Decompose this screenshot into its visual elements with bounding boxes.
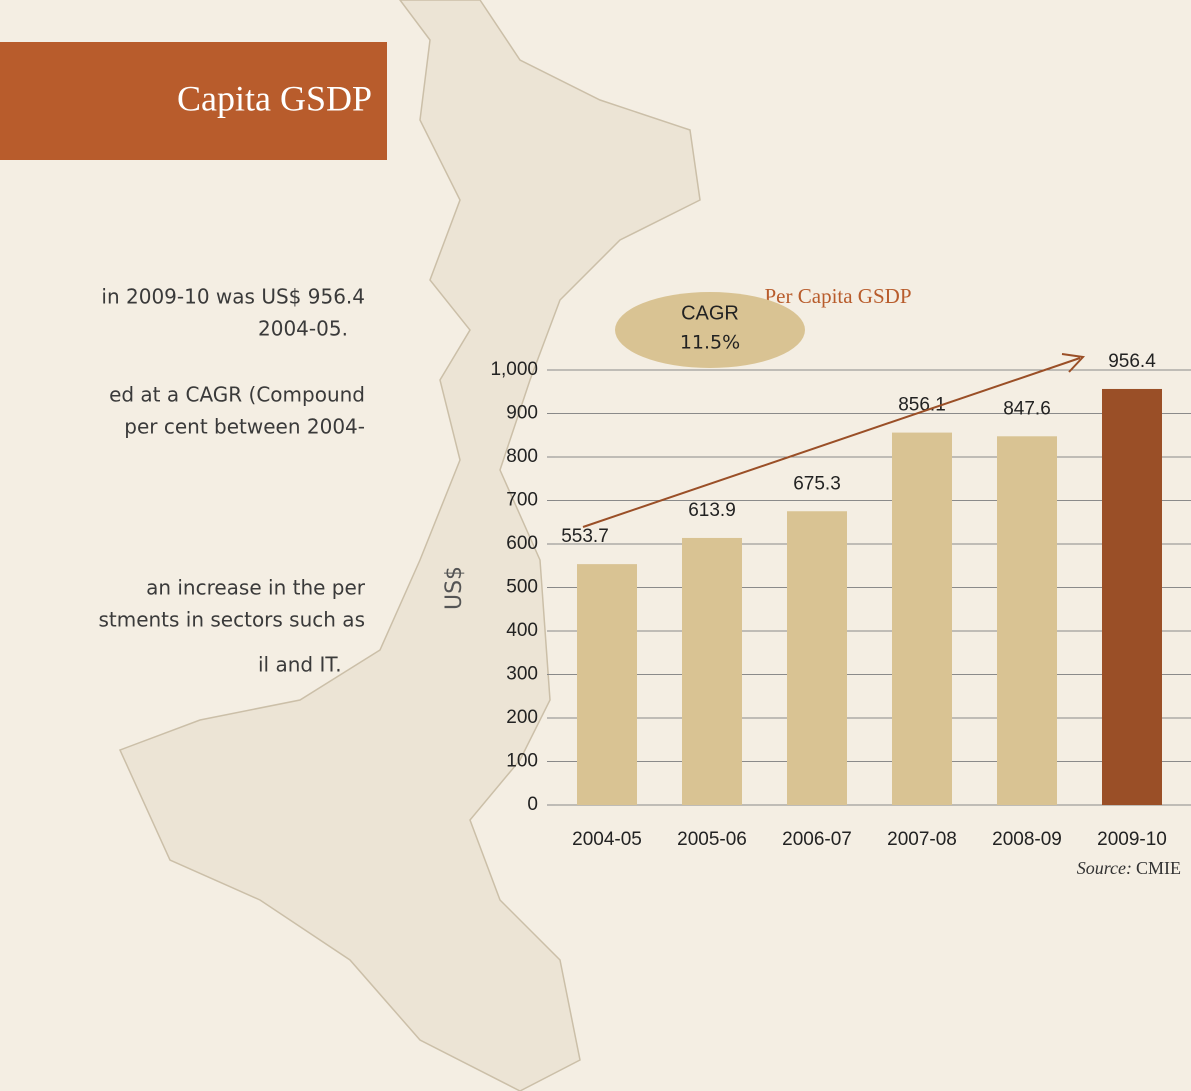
x-tick-label: 2007-08 xyxy=(887,829,957,850)
source-label: Source: xyxy=(1077,858,1132,878)
arrow-head xyxy=(1061,353,1086,373)
body-line: ed at a CAGR (Compound xyxy=(109,383,365,407)
bar xyxy=(1102,388,1162,805)
body-line: an increase in the per xyxy=(146,576,366,600)
data-label: 847.6 xyxy=(1003,398,1051,419)
header-box xyxy=(0,42,387,160)
y-tick-label: 400 xyxy=(506,620,538,641)
y-tick-label: 200 xyxy=(506,707,538,728)
cagr-title: CAGR xyxy=(681,302,739,324)
bar xyxy=(892,432,952,805)
body-line: stments in sectors such as xyxy=(98,608,365,632)
bar xyxy=(682,537,742,805)
y-tick-label: 500 xyxy=(506,577,538,598)
x-tick-label: 2004-05 xyxy=(572,829,642,850)
y-axis-label: US$ xyxy=(442,566,467,610)
y-tick-label: 0 xyxy=(527,794,538,815)
y-tick-label: 600 xyxy=(506,533,538,554)
data-label: 553.7 xyxy=(561,526,609,547)
y-tick-label: 900 xyxy=(506,403,538,424)
data-label: 613.9 xyxy=(688,500,736,521)
data-label: 675.3 xyxy=(793,473,841,494)
data-label: 856.1 xyxy=(898,395,946,416)
header-title: Capita GSDP xyxy=(177,78,372,118)
x-tick-label: 2008-09 xyxy=(992,829,1062,850)
plot: 0 100 200 300 400 500 600 700 800 900 1,000 2004-05… xyxy=(490,351,1191,850)
x-tick-label: 2005-06 xyxy=(677,829,747,850)
y-tick-label: 700 xyxy=(506,490,538,511)
body-line: il and IT. xyxy=(258,653,342,677)
bar xyxy=(577,564,637,805)
y-tick-label: 800 xyxy=(506,446,538,467)
map-outline xyxy=(118,0,701,1091)
y-tick-label: 1,000 xyxy=(490,359,538,380)
body-line: in 2009-10 was US$ 956.4 xyxy=(101,285,365,309)
data-label: 956.4 xyxy=(1108,351,1156,372)
body-line: per cent between 2004- xyxy=(124,415,365,439)
x-tick-label: 2006-07 xyxy=(782,829,852,850)
chart-title: Per Capita GSDP xyxy=(765,284,912,308)
y-tick-label: 100 xyxy=(506,751,538,772)
body-line: 2004-05. xyxy=(258,317,348,341)
bar xyxy=(787,511,847,805)
trend-arrow xyxy=(582,357,1081,528)
bar xyxy=(997,436,1057,805)
cagr-ellipse xyxy=(615,292,805,368)
y-tick-label: 300 xyxy=(506,664,538,685)
source-text: CMIE xyxy=(1136,858,1181,878)
cagr-value: 11.5% xyxy=(680,332,740,354)
x-tick-label: 2009-10 xyxy=(1097,829,1167,850)
